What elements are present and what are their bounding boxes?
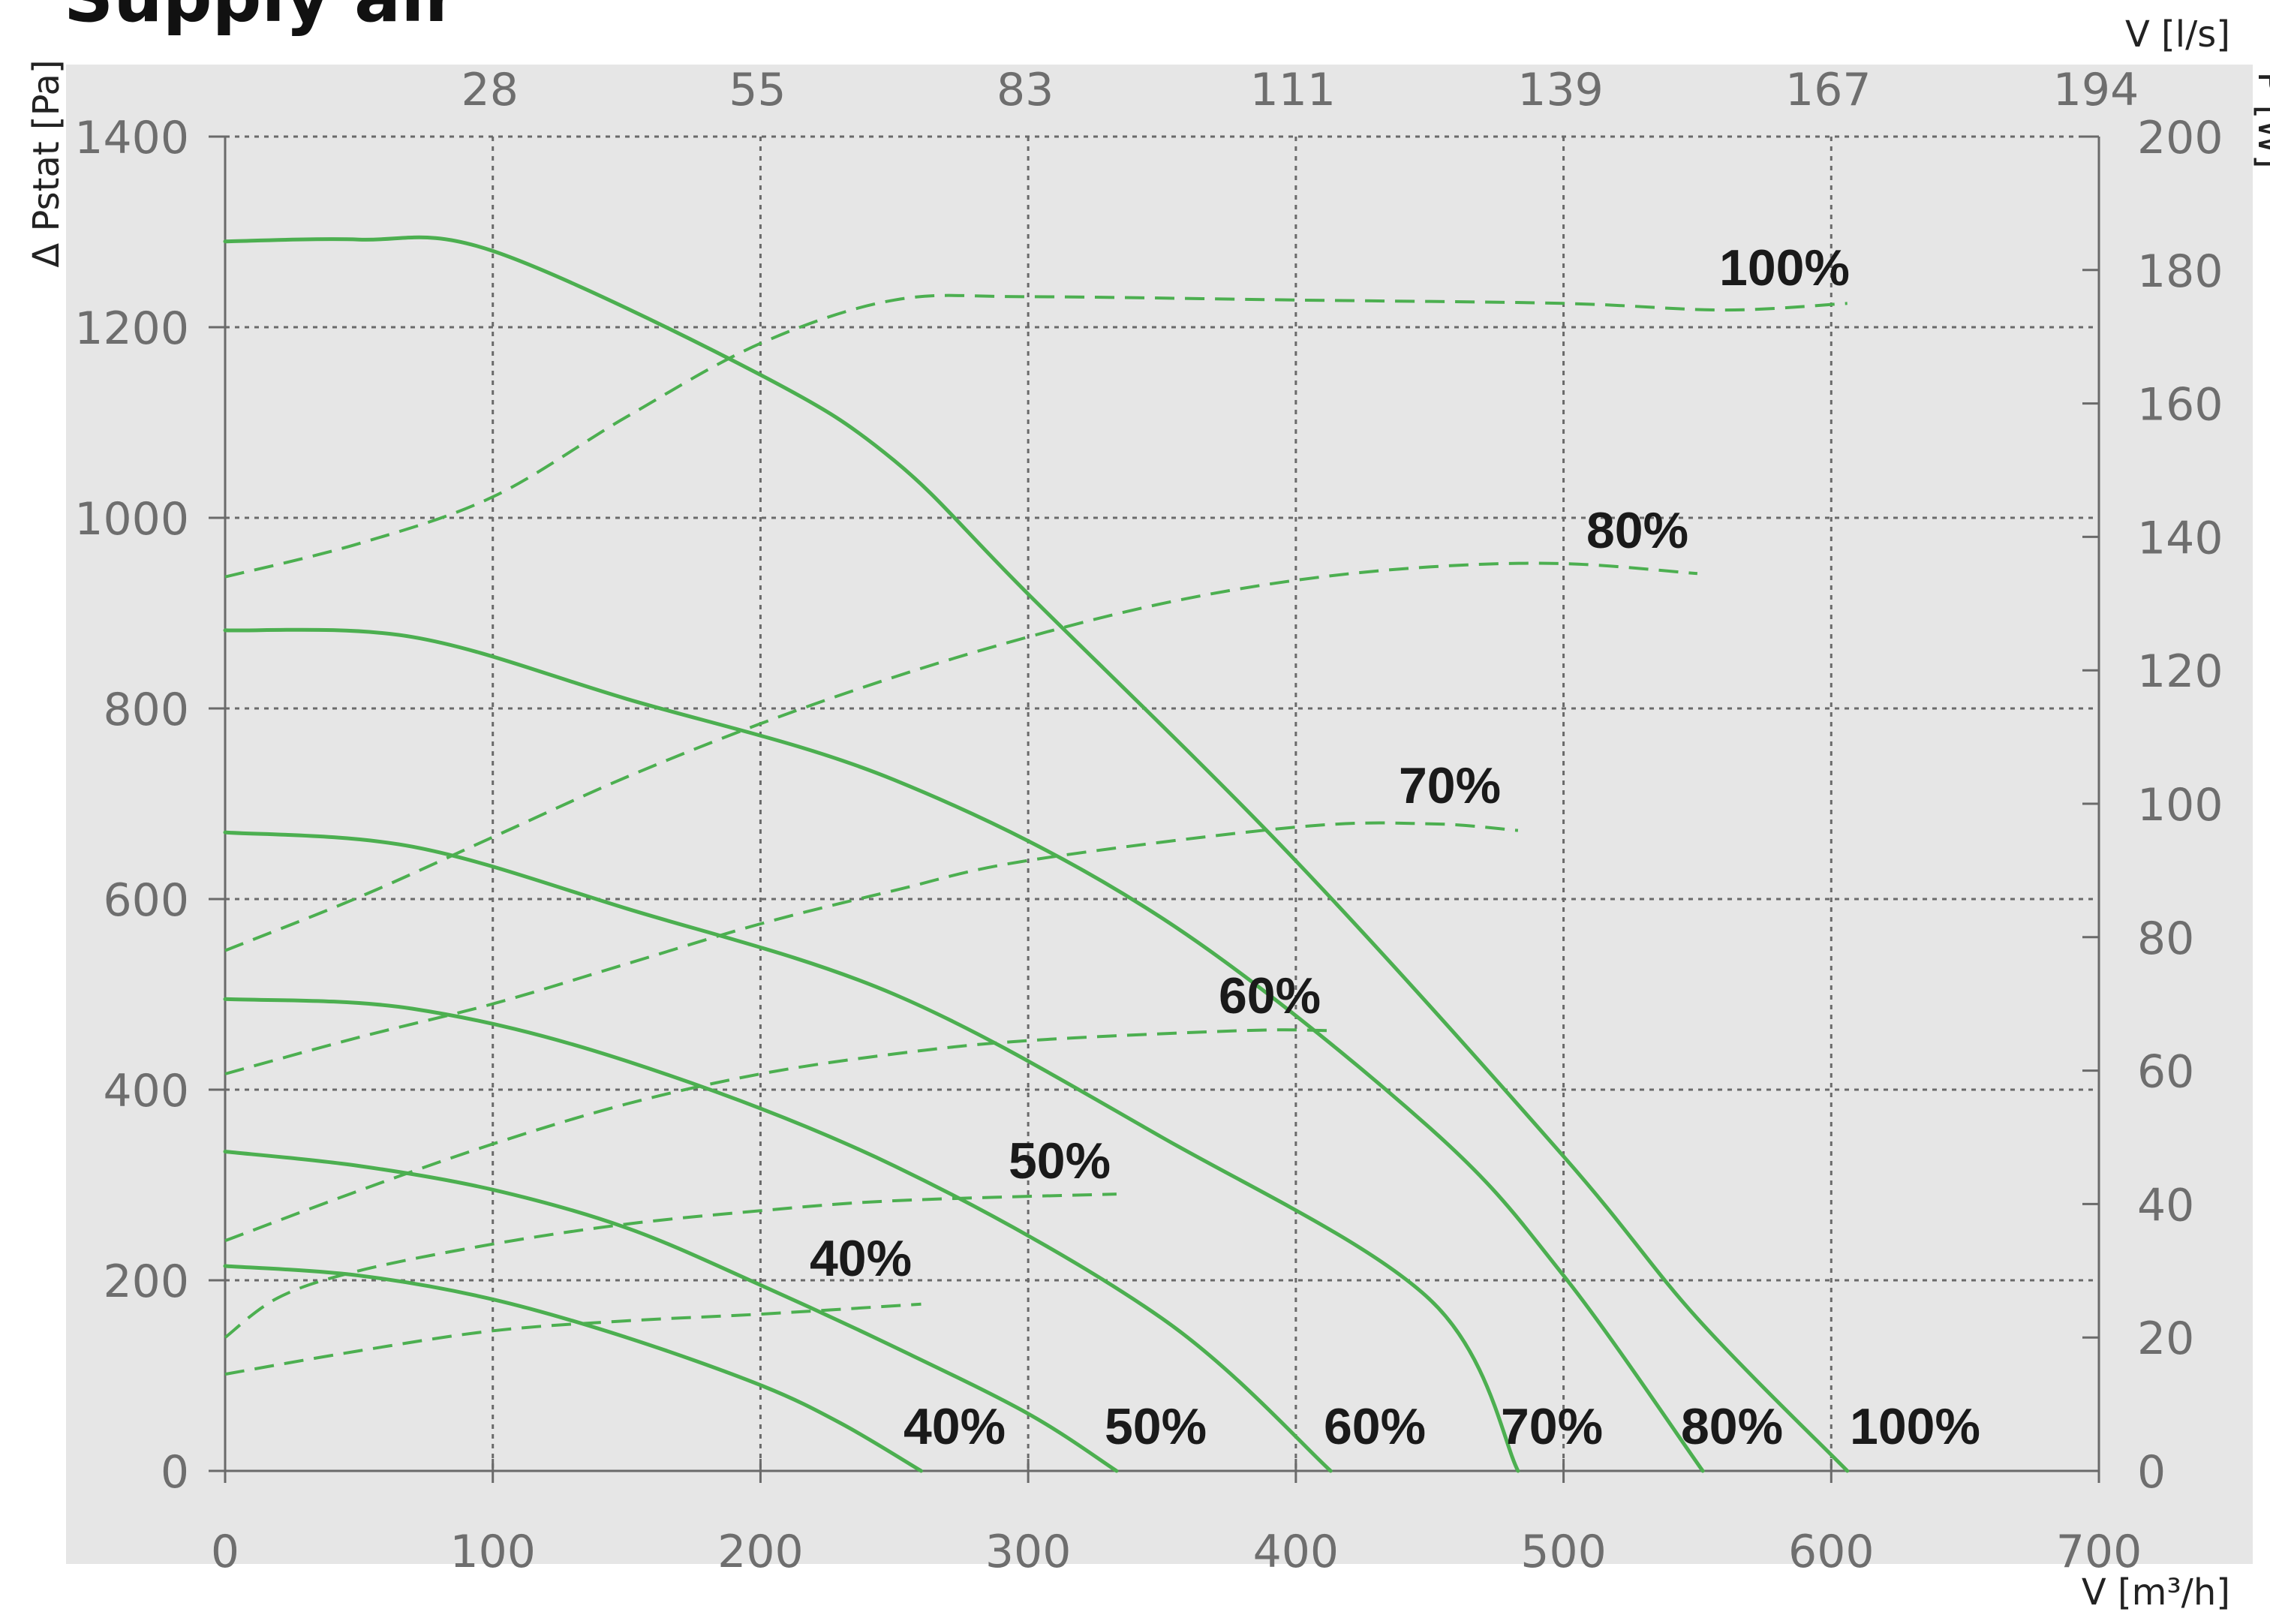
- y-right-tick-label: 120: [2137, 645, 2223, 698]
- y-left-tick-label: 800: [103, 684, 189, 736]
- power-label: 60%: [1219, 967, 1321, 1024]
- left-axis-label: Δ Pstat [Pa]: [26, 59, 68, 267]
- power-label: 70%: [1399, 757, 1501, 814]
- y-right-tick-label: 80: [2137, 913, 2194, 965]
- top-axis-label: V [l/s]: [2125, 14, 2230, 56]
- pressure-curve-80pct: [223, 627, 1705, 1473]
- y-left-tick-label: 400: [103, 1065, 189, 1117]
- power-label: 80%: [1586, 502, 1688, 559]
- x-tick-label: 400: [1253, 1526, 1339, 1578]
- pressure-label: 60%: [1324, 1398, 1426, 1455]
- plot-background: [66, 65, 2253, 1564]
- x-tick-label: 700: [2056, 1526, 2142, 1578]
- power-label: 50%: [1009, 1132, 1111, 1189]
- pressure-curve-50pct: [223, 1150, 1119, 1473]
- pressure-curve-70pct: [223, 830, 1520, 1473]
- power-label: 40%: [810, 1230, 912, 1287]
- pressure-label: 80%: [1681, 1398, 1783, 1455]
- y-right-tick-label: 100: [2137, 779, 2223, 832]
- power-curve-60pct: [224, 1028, 1331, 1243]
- x-tick-label: 300: [985, 1526, 1072, 1578]
- top-tick-label: 28: [462, 64, 519, 116]
- pressure-label: 40%: [903, 1398, 1006, 1455]
- power-label: 100%: [1719, 239, 1850, 296]
- y-right-tick-label: 200: [2137, 112, 2223, 164]
- y-right-tick-label: 180: [2137, 245, 2223, 298]
- power-curve-80pct: [224, 561, 1698, 952]
- bottom-axis-label: V [m³/h]: [2082, 1571, 2230, 1613]
- y-left-tick-label: 1000: [74, 493, 189, 546]
- curve-labels: 100% 80% 70% 60% 50% 40% 40% 50% 60% 70% 80% 100%: [810, 239, 1980, 1455]
- grid-lines: [225, 135, 2099, 1471]
- power-curve-70pct: [224, 821, 1519, 1075]
- y-left-tick-label: 600: [103, 874, 189, 927]
- x-tick-label: 0: [211, 1526, 239, 1578]
- y-right-tick-label: 160: [2137, 379, 2223, 432]
- top-tick-label: 111: [1250, 64, 1336, 116]
- top-tick-label: 167: [1785, 64, 1872, 116]
- pressure-label: 100%: [1850, 1398, 1980, 1455]
- y-left-tick-label: 0: [161, 1446, 189, 1499]
- right-axis-label: P [W]: [2250, 71, 2270, 168]
- pressure-label: 50%: [1105, 1398, 1207, 1455]
- y-right-tick-label: 140: [2137, 512, 2223, 564]
- y-right-tick-label: 20: [2137, 1313, 2194, 1365]
- top-tick-label: 83: [997, 64, 1054, 116]
- x-tick-label: 200: [717, 1526, 804, 1578]
- power-curve-100pct: [224, 293, 1848, 579]
- y-left-tick-label: 1400: [74, 112, 189, 164]
- pressure-curve-60pct: [223, 997, 1333, 1473]
- top-tick-label: 139: [1517, 64, 1604, 116]
- y-right-tick-label: 0: [2137, 1446, 2166, 1499]
- x-tick-label: 600: [1788, 1526, 1875, 1578]
- y-right-tick-label: 40: [2137, 1179, 2194, 1232]
- y-left-tick-label: 200: [103, 1256, 189, 1308]
- top-tick-label: 194: [2053, 64, 2139, 116]
- power-curve-40pct: [224, 1302, 922, 1376]
- power-curve-50pct: [224, 1192, 1117, 1339]
- pressure-label: 70%: [1501, 1398, 1603, 1455]
- pressure-curve-40pct: [223, 1264, 923, 1473]
- pressure-curve-100pct: [223, 235, 1850, 1473]
- x-tick-label: 100: [449, 1526, 536, 1578]
- chart-title: Supply air: [64, 0, 459, 38]
- axes: [209, 135, 2100, 1483]
- y-left-tick-label: 1200: [74, 302, 189, 355]
- x-tick-label: 500: [1520, 1526, 1607, 1578]
- top-tick-label: 55: [729, 64, 786, 116]
- y-right-tick-label: 60: [2137, 1046, 2194, 1099]
- curves: [223, 235, 1850, 1473]
